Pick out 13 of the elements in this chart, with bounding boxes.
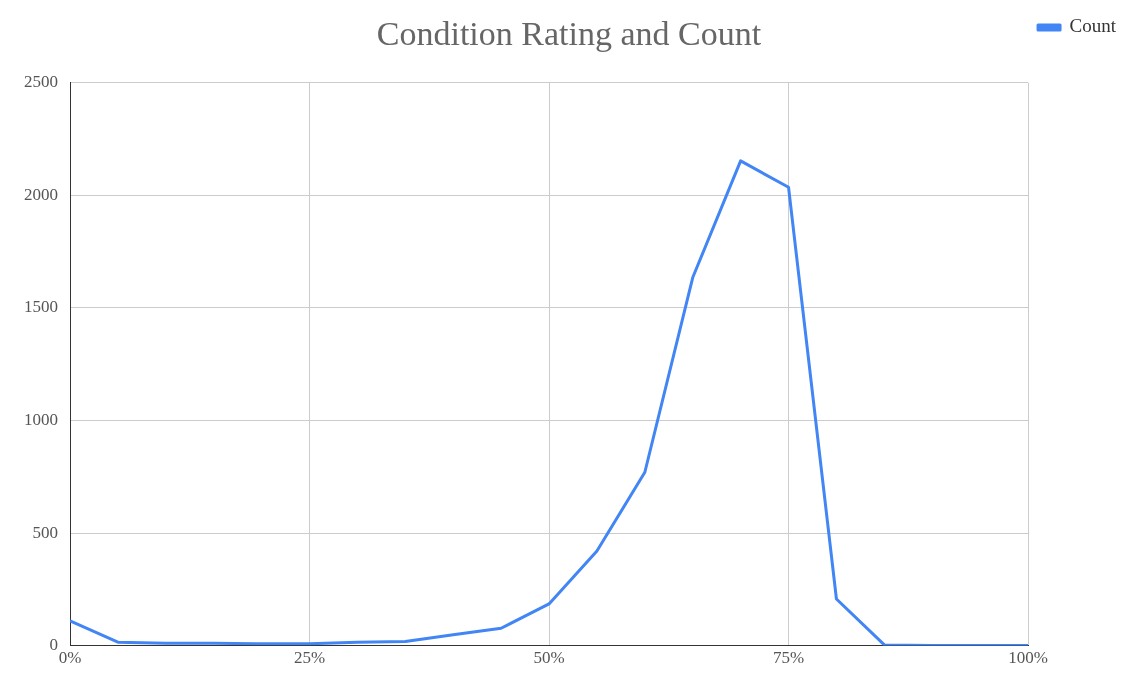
chart-title: Condition Rating and Count: [376, 15, 762, 53]
y-tick-label: 2000: [24, 184, 58, 204]
x-tick-label: 25%: [293, 648, 326, 668]
x-tick-label: 75%: [772, 648, 805, 668]
y-tick-label: 1000: [24, 409, 58, 429]
y-tick-label: 1500: [24, 297, 58, 317]
y-tick-label: 2500: [24, 72, 58, 92]
y-tick-label: 500: [32, 522, 58, 542]
x-tick-label: 100%: [1008, 648, 1048, 668]
y-tick-label: 0: [49, 635, 58, 655]
x-tick-label: 0%: [58, 648, 82, 668]
legend-label: Count: [1069, 15, 1117, 37]
x-tick-label: 50%: [533, 648, 565, 668]
